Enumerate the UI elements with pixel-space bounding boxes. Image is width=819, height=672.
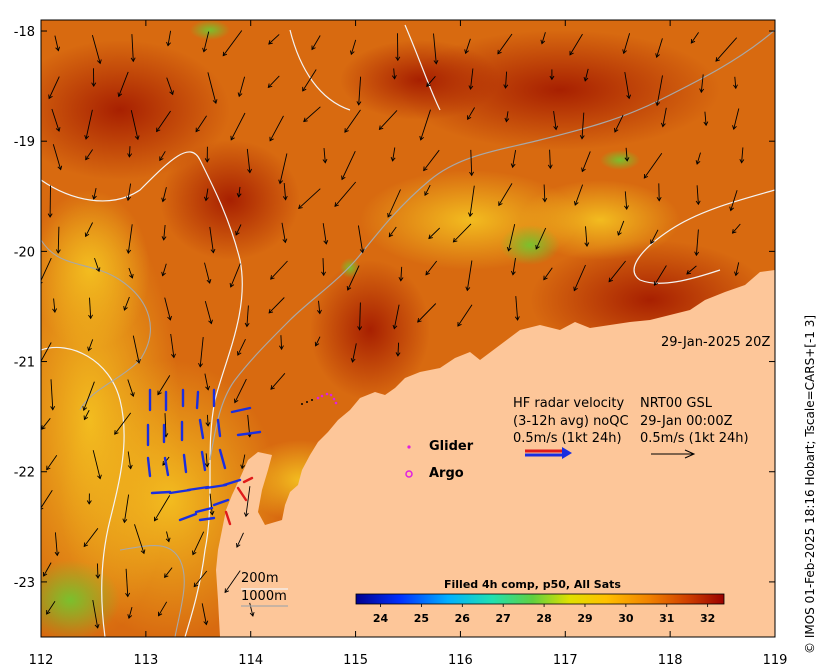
- x-tick-label: 113: [133, 653, 158, 668]
- isobath-200m: [209, 29, 775, 461]
- colorbar-tick-label: 31: [659, 612, 674, 625]
- y-tick-label: -23: [14, 576, 35, 591]
- y-tick-label: -22: [14, 466, 35, 481]
- nrt-line2: 29-Jan 00:00Z: [640, 414, 733, 429]
- colorbar-tick-label: 27: [496, 612, 511, 625]
- hf-radar-arrows: [146, 388, 262, 526]
- x-tick-label: 115: [343, 653, 368, 668]
- glider-track: [316, 392, 338, 405]
- x-tick-label: 116: [448, 653, 473, 668]
- colorbar: [355, 593, 725, 605]
- y-tick-label: -20: [14, 245, 35, 260]
- isobath-200m-label: 200m: [241, 571, 279, 586]
- argo-marker-icon: [405, 470, 413, 478]
- y-tick-label: -18: [14, 25, 35, 40]
- x-tick-label: 114: [238, 653, 263, 668]
- date-label: 29-Jan-2025 20Z: [661, 335, 771, 350]
- colorbar-tick-label: 24: [373, 612, 389, 625]
- colorbar-tick-label: 30: [618, 612, 634, 625]
- model-current-arrows: [41, 30, 745, 629]
- colorbar-tick-label: 25: [414, 612, 429, 625]
- hf-radar-line2: (3-12h avg) noQC: [513, 414, 629, 429]
- isobath-1000m: [41, 151, 243, 637]
- argo-legend-label: Argo: [429, 466, 464, 481]
- x-tick-label: 117: [553, 653, 578, 668]
- isobath-1000m-label: 1000m: [241, 589, 287, 604]
- credit-text: © IMOS 01-Feb-2025 18:16 Hobart; Tscale=…: [803, 314, 817, 654]
- glider-marker-icon: [407, 445, 411, 449]
- nrt-line1: NRT00 GSL: [640, 396, 712, 411]
- colorbar-tick-label: 32: [700, 612, 715, 625]
- x-tick-label: 118: [658, 653, 683, 668]
- land-mass: [216, 270, 775, 637]
- colorbar-tick-label: 26: [455, 612, 471, 625]
- plot-frame: [40, 19, 776, 638]
- colorbar-title: Filled 4h comp, p50, All Sats: [444, 578, 621, 591]
- x-tick-label: 112: [29, 653, 54, 668]
- model-reference-arrow-icon: [651, 449, 696, 459]
- nrt-line3: 0.5m/s (1kt 24h): [640, 431, 749, 446]
- y-tick-label: -21: [14, 356, 35, 371]
- radar-reference-arrow-icon: [525, 447, 572, 459]
- colorbar-tick-label: 29: [577, 612, 592, 625]
- colorbar-tick-label: 28: [536, 612, 551, 625]
- glider-legend-label: Glider: [429, 439, 474, 454]
- x-tick-label: 119: [763, 653, 788, 668]
- y-tick-label: -19: [14, 135, 35, 150]
- hf-radar-line1: HF radar velocity: [513, 396, 625, 411]
- hf-radar-line3: 0.5m/s (1kt 24h): [513, 431, 622, 446]
